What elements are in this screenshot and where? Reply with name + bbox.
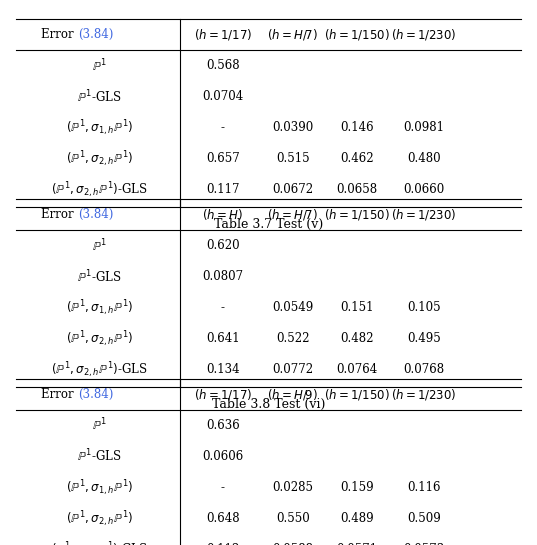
Text: 0.550: 0.550 bbox=[276, 512, 309, 525]
Text: $(\mathbb{P}^1, \sigma_{1,h}\mathbb{P}^1)$: $(\mathbb{P}^1, \sigma_{1,h}\mathbb{P}^1… bbox=[66, 118, 133, 138]
Text: $(h = H)$: $(h = H)$ bbox=[202, 207, 243, 222]
Text: 0.0704: 0.0704 bbox=[202, 90, 243, 103]
Text: (3.84): (3.84) bbox=[78, 28, 113, 41]
Text: 0.636: 0.636 bbox=[206, 419, 240, 432]
Text: 0.495: 0.495 bbox=[408, 332, 441, 345]
Text: 0.489: 0.489 bbox=[340, 512, 374, 525]
Text: 0.134: 0.134 bbox=[206, 364, 240, 376]
Text: $(h = 1/150)$: $(h = 1/150)$ bbox=[324, 207, 390, 222]
Text: $(h = 1/150)$: $(h = 1/150)$ bbox=[324, 27, 390, 42]
Text: $(\mathbb{P}^1, \sigma_{2,h}\mathbb{P}^1)$-GLS: $(\mathbb{P}^1, \sigma_{2,h}\mathbb{P}^1… bbox=[51, 180, 148, 200]
Text: $(\mathbb{P}^1, \sigma_{2,h}\mathbb{P}^1)$-GLS: $(\mathbb{P}^1, \sigma_{2,h}\mathbb{P}^1… bbox=[51, 540, 148, 545]
Text: $(h = H/7)$: $(h = H/7)$ bbox=[267, 27, 318, 42]
Text: $(\mathbb{P}^1, \sigma_{2,h}\mathbb{P}^1)$: $(\mathbb{P}^1, \sigma_{2,h}\mathbb{P}^1… bbox=[66, 149, 133, 169]
Text: 0.0672: 0.0672 bbox=[272, 184, 313, 196]
Text: 0.146: 0.146 bbox=[340, 122, 374, 134]
Text: $(h = H/7)$: $(h = H/7)$ bbox=[267, 207, 318, 222]
Text: 0.522: 0.522 bbox=[276, 332, 309, 345]
Text: 0.0390: 0.0390 bbox=[272, 122, 313, 134]
Text: $\mathbb{P}^1$-GLS: $\mathbb{P}^1$-GLS bbox=[77, 268, 122, 285]
Text: 0.0981: 0.0981 bbox=[404, 122, 445, 134]
Text: 0.0807: 0.0807 bbox=[202, 270, 243, 283]
Text: Error: Error bbox=[41, 28, 78, 41]
Text: $(h = H/9)$: $(h = H/9)$ bbox=[267, 387, 318, 402]
Text: -: - bbox=[221, 301, 225, 314]
Text: (3.84): (3.84) bbox=[78, 388, 113, 401]
Text: -: - bbox=[221, 122, 225, 134]
Text: 0.620: 0.620 bbox=[206, 239, 240, 252]
Text: $\mathbb{P}^1$: $\mathbb{P}^1$ bbox=[92, 57, 107, 74]
Text: 0.480: 0.480 bbox=[408, 153, 441, 165]
Text: 0.482: 0.482 bbox=[340, 332, 374, 345]
Text: $\mathbb{P}^1$-GLS: $\mathbb{P}^1$-GLS bbox=[77, 88, 122, 105]
Text: $(\mathbb{P}^1, \sigma_{2,h}\mathbb{P}^1)$: $(\mathbb{P}^1, \sigma_{2,h}\mathbb{P}^1… bbox=[66, 508, 133, 529]
Text: 0.0764: 0.0764 bbox=[337, 364, 378, 376]
Text: Error: Error bbox=[41, 208, 78, 221]
Text: 0.657: 0.657 bbox=[206, 153, 240, 165]
Text: Error: Error bbox=[41, 388, 78, 401]
Text: $(h = 1/17)$: $(h = 1/17)$ bbox=[194, 27, 252, 42]
Text: 0.0573: 0.0573 bbox=[404, 543, 445, 545]
Text: $\mathbb{P}^1$: $\mathbb{P}^1$ bbox=[92, 237, 107, 254]
Text: 0.0285: 0.0285 bbox=[272, 481, 313, 494]
Text: 0.0660: 0.0660 bbox=[404, 184, 445, 196]
Text: (3.84): (3.84) bbox=[78, 208, 113, 221]
Text: 0.0658: 0.0658 bbox=[337, 184, 378, 196]
Text: $(h = 1/150)$: $(h = 1/150)$ bbox=[324, 387, 390, 402]
Text: Table 3.8 Test (vi): Table 3.8 Test (vi) bbox=[212, 397, 325, 410]
Text: 0.116: 0.116 bbox=[408, 481, 441, 494]
Text: $(h = 1/230)$: $(h = 1/230)$ bbox=[391, 387, 457, 402]
Text: 0.0606: 0.0606 bbox=[202, 450, 243, 463]
Text: 0.648: 0.648 bbox=[206, 512, 240, 525]
Text: $(\mathbb{P}^1, \sigma_{2,h}\mathbb{P}^1)$-GLS: $(\mathbb{P}^1, \sigma_{2,h}\mathbb{P}^1… bbox=[51, 360, 148, 380]
Text: $(h = 1/230)$: $(h = 1/230)$ bbox=[391, 207, 457, 222]
Text: 0.105: 0.105 bbox=[408, 301, 441, 314]
Text: -: - bbox=[221, 481, 225, 494]
Text: $(\mathbb{P}^1, \sigma_{1,h}\mathbb{P}^1)$: $(\mathbb{P}^1, \sigma_{1,h}\mathbb{P}^1… bbox=[66, 298, 133, 318]
Text: 0.0571: 0.0571 bbox=[337, 543, 378, 545]
Text: 0.462: 0.462 bbox=[340, 153, 374, 165]
Text: 0.568: 0.568 bbox=[206, 59, 240, 72]
Text: 0.509: 0.509 bbox=[408, 512, 441, 525]
Text: 0.151: 0.151 bbox=[340, 301, 374, 314]
Text: 0.515: 0.515 bbox=[276, 153, 309, 165]
Text: $(h = 1/17)$: $(h = 1/17)$ bbox=[194, 387, 252, 402]
Text: $(h = 1/230)$: $(h = 1/230)$ bbox=[391, 27, 457, 42]
Text: 0.0549: 0.0549 bbox=[272, 301, 313, 314]
Text: 0.641: 0.641 bbox=[206, 332, 240, 345]
Text: $\mathbb{P}^1$: $\mathbb{P}^1$ bbox=[92, 417, 107, 434]
Text: 0.0588: 0.0588 bbox=[272, 543, 313, 545]
Text: 0.0772: 0.0772 bbox=[272, 364, 313, 376]
Text: 0.159: 0.159 bbox=[340, 481, 374, 494]
Text: $(\mathbb{P}^1, \sigma_{1,h}\mathbb{P}^1)$: $(\mathbb{P}^1, \sigma_{1,h}\mathbb{P}^1… bbox=[66, 477, 133, 498]
Text: $(\mathbb{P}^1, \sigma_{2,h}\mathbb{P}^1)$: $(\mathbb{P}^1, \sigma_{2,h}\mathbb{P}^1… bbox=[66, 329, 133, 349]
Text: $\mathbb{P}^1$-GLS: $\mathbb{P}^1$-GLS bbox=[77, 448, 122, 465]
Text: Table 3.7 Test (v): Table 3.7 Test (v) bbox=[214, 217, 323, 231]
Text: 0.117: 0.117 bbox=[206, 184, 240, 196]
Text: 0.112: 0.112 bbox=[206, 543, 240, 545]
Text: 0.0768: 0.0768 bbox=[404, 364, 445, 376]
